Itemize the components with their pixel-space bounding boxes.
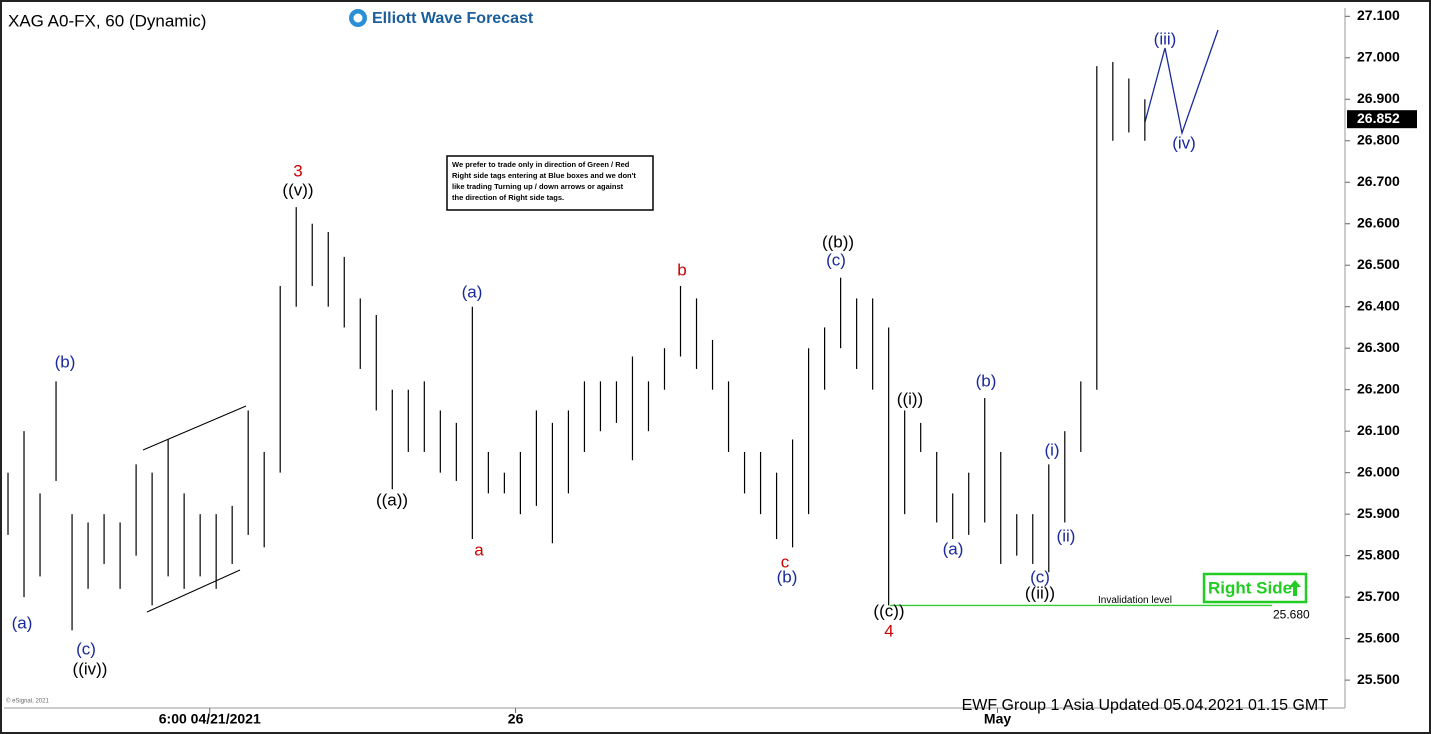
wave-label: (c) bbox=[826, 250, 846, 269]
wave-label: (iii) bbox=[1154, 29, 1177, 48]
copyright: © eSignal, 2021 bbox=[6, 698, 49, 705]
wave-label: 3 bbox=[293, 161, 302, 180]
invalidation-text: Invalidation level bbox=[1098, 595, 1172, 606]
chart-title: XAG A0-FX, 60 (Dynamic) bbox=[8, 11, 206, 30]
last-price-label: 26.852 bbox=[1357, 110, 1400, 126]
logo-text: Elliott Wave Forecast bbox=[372, 10, 534, 27]
wave-label: (i) bbox=[1044, 440, 1059, 459]
y-tick-label: 26.000 bbox=[1357, 463, 1400, 479]
x-tick-label: 6:00 04/21/2021 bbox=[159, 711, 261, 727]
wave-label: ((v)) bbox=[282, 180, 313, 199]
y-tick-label: 26.700 bbox=[1357, 173, 1400, 189]
logo-icon-inner bbox=[353, 13, 363, 23]
wave-label: ((i)) bbox=[897, 389, 923, 408]
wave-label: c bbox=[781, 552, 790, 571]
channel-line bbox=[142, 405, 247, 451]
projection-path bbox=[1144, 29, 1219, 136]
logo: Elliott Wave Forecast bbox=[349, 9, 534, 27]
right-side-tag: Right Side bbox=[1202, 572, 1308, 604]
wave-label: (b) bbox=[777, 567, 798, 586]
y-tick-label: 25.600 bbox=[1357, 629, 1400, 645]
wave-label: (a) bbox=[12, 613, 33, 632]
wave-label: ((ii)) bbox=[1025, 583, 1055, 602]
channel bbox=[142, 405, 247, 613]
channel-line bbox=[146, 569, 241, 613]
wave-label: ((a)) bbox=[376, 490, 408, 509]
wave-label: (a) bbox=[462, 282, 483, 301]
wave-label: ((c)) bbox=[873, 601, 904, 620]
y-tick-label: 26.500 bbox=[1357, 256, 1400, 272]
tag-box bbox=[1202, 572, 1308, 604]
wave-label: (b) bbox=[976, 371, 997, 390]
y-tick-label: 27.000 bbox=[1357, 48, 1400, 64]
tag-text: Right Side bbox=[1208, 578, 1292, 597]
wave-label: ((b)) bbox=[822, 232, 854, 251]
note: We prefer to trade only in direction of … bbox=[452, 160, 636, 202]
wave-label: (iv) bbox=[1172, 133, 1196, 152]
y-tick-label: 25.700 bbox=[1357, 588, 1400, 604]
wave-label: ((iv)) bbox=[73, 659, 108, 678]
wave-label: (ii) bbox=[1057, 526, 1076, 545]
invalidation-value: 25.680 bbox=[1273, 608, 1310, 622]
note-line: like trading Turning up / down arrows or… bbox=[452, 182, 624, 191]
wave-label: a bbox=[474, 540, 484, 559]
note-line: We prefer to trade only in direction of … bbox=[452, 160, 630, 169]
footer: EWF Group 1 Asia Updated 05.04.2021 01.1… bbox=[962, 697, 1329, 714]
y-tick-label: 27.100 bbox=[1357, 7, 1400, 23]
note-line: Right side tags entering at Blue boxes a… bbox=[452, 171, 636, 180]
tag-arrow bbox=[1289, 580, 1301, 596]
note-box bbox=[446, 155, 654, 211]
wave-label: (a) bbox=[943, 539, 964, 558]
y-tick-label: 25.900 bbox=[1357, 505, 1400, 521]
y-tick-label: 26.600 bbox=[1357, 214, 1400, 230]
y-tick-label: 26.400 bbox=[1357, 297, 1400, 313]
wave-label: 4 bbox=[884, 621, 893, 640]
x-tick-label: 26 bbox=[508, 711, 524, 727]
y-tick-label: 25.500 bbox=[1357, 671, 1400, 687]
y-tick-label: 26.100 bbox=[1357, 422, 1400, 438]
wave-label: (b) bbox=[55, 352, 76, 371]
y-tick-label: 26.900 bbox=[1357, 90, 1400, 106]
wave-label: (c) bbox=[76, 639, 96, 658]
y-tick-label: 26.800 bbox=[1357, 131, 1400, 147]
last-price-box bbox=[1347, 110, 1417, 129]
y-tick-label: 26.300 bbox=[1357, 339, 1400, 355]
wave-label: b bbox=[677, 260, 686, 279]
wave-label: (c) bbox=[1030, 567, 1050, 586]
note-line: the direction of Right side tags. bbox=[452, 193, 564, 202]
y-tick-label: 26.200 bbox=[1357, 380, 1400, 396]
x-tick-label: May bbox=[984, 711, 1011, 727]
y-tick-label: 25.800 bbox=[1357, 546, 1400, 562]
